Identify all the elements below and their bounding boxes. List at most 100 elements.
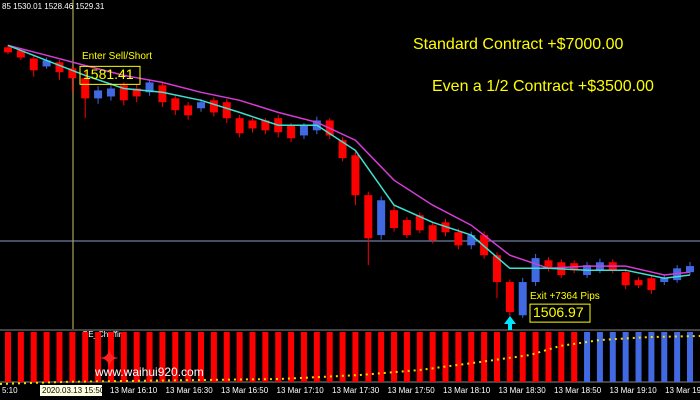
- x-tick-label: 2020.03.13 15:50: [42, 386, 105, 395]
- x-tick-label: 13 Mar 18:10: [443, 386, 491, 395]
- x-tick-label: 13 Mar 16:10: [110, 386, 158, 395]
- candle-body: [351, 155, 360, 196]
- entry-label: Enter Sell/Short: [82, 51, 152, 62]
- signal-stripe: [596, 332, 603, 382]
- candle-body: [197, 102, 206, 109]
- time-highlight: [40, 385, 102, 396]
- signal-stripe: [56, 332, 63, 382]
- signal-stripe: [648, 332, 655, 382]
- note: Standard Contract +$7000.00: [413, 36, 623, 53]
- candle-body: [377, 200, 386, 236]
- candle-body: [338, 140, 347, 159]
- moving-average: [7, 44, 691, 279]
- signal-stripe: [30, 332, 37, 382]
- exit-label: Exit +7364 Pips: [530, 291, 600, 302]
- signal-stripe: [69, 332, 76, 382]
- indicator-line: [0, 335, 700, 385]
- watermark-logo: ✦: [100, 346, 118, 371]
- signal-stripe: [300, 332, 307, 382]
- signal-stripe: [416, 332, 423, 382]
- signal-stripe: [622, 332, 629, 382]
- ohlc-header: 85 1530.01 1528.46 1529.31: [2, 2, 105, 11]
- signal-stripe: [82, 332, 89, 382]
- signal-stripe: [326, 332, 333, 382]
- candle-body: [467, 235, 476, 246]
- candle-body: [4, 47, 12, 53]
- signal-stripe: [159, 332, 166, 382]
- price-box: [79, 65, 141, 85]
- candle-body: [518, 282, 527, 316]
- signal-stripe: [545, 332, 552, 382]
- candle-body: [287, 125, 296, 139]
- moving-average: [7, 44, 691, 276]
- signal-stripe: [481, 332, 488, 382]
- signal-stripe: [95, 332, 102, 382]
- signal-stripe: [661, 332, 668, 382]
- watermark: www.waihui920.com: [94, 365, 204, 379]
- candle-body: [16, 50, 25, 58]
- candle-body: [634, 280, 643, 286]
- signal-stripe: [133, 332, 140, 382]
- signal-stripe: [262, 332, 269, 382]
- signal-stripe: [313, 332, 320, 382]
- entry-price: 1581.41: [83, 66, 134, 82]
- signal-stripe: [236, 332, 243, 382]
- signal-stripe: [210, 332, 217, 382]
- x-tick-label: 13 Mar 19:10: [610, 386, 658, 395]
- signal-stripe: [120, 332, 127, 382]
- x-tick-label: 13 Mar 17:30: [332, 386, 380, 395]
- candle-body: [454, 232, 463, 246]
- signal-stripe: [558, 332, 565, 382]
- signal-stripe: [403, 332, 410, 382]
- signal-stripe: [339, 332, 346, 382]
- signal-stripe: [107, 332, 114, 382]
- candle-body: [299, 125, 308, 136]
- signal-stripe: [5, 332, 11, 382]
- signal-stripe: [391, 332, 398, 382]
- candle-body: [261, 120, 270, 131]
- candle-body: [29, 58, 38, 71]
- signal-stripe: [223, 332, 230, 382]
- candle-body: [235, 118, 244, 134]
- candle-body: [132, 88, 141, 97]
- candle-body: [531, 258, 540, 283]
- exit-price: 1506.97: [533, 304, 584, 320]
- signal-stripe: [198, 332, 205, 382]
- signal-stripe: [442, 332, 449, 382]
- signal-stripe: [674, 332, 681, 382]
- signal-stripe: [584, 332, 591, 382]
- candle-body: [390, 210, 399, 229]
- candle-body: [94, 90, 103, 99]
- candle-body: [505, 282, 514, 313]
- signal-stripe: [378, 332, 385, 382]
- candle-body: [222, 102, 231, 119]
- candle-body: [647, 278, 656, 291]
- x-tick-label: 5:10: [2, 386, 18, 395]
- candle-body: [686, 266, 694, 273]
- signal-stripe: [571, 332, 578, 382]
- signal-stripe: [43, 332, 50, 382]
- signal-stripe: [352, 332, 359, 382]
- candle-body: [492, 255, 501, 283]
- candle-body: [42, 60, 51, 67]
- signal-stripe: [365, 332, 372, 382]
- candle-body: [402, 220, 411, 236]
- x-tick-label: 13 Mar 18:50: [554, 386, 602, 395]
- candle-body: [81, 78, 90, 99]
- candle-body: [184, 105, 193, 116]
- candle-body: [68, 68, 77, 79]
- note: Even a 1/2 Contract +$3500.00: [432, 78, 654, 95]
- signal-stripe: [687, 332, 693, 382]
- candle-body: [428, 225, 437, 241]
- x-tick-label: 13 Mar 17:10: [277, 386, 325, 395]
- candle-body: [248, 120, 257, 129]
- exit-arrow: [504, 316, 516, 330]
- signal-stripe: [146, 332, 153, 382]
- signal-stripe: [429, 332, 436, 382]
- candle-body: [145, 82, 154, 93]
- signal-stripe: [468, 332, 475, 382]
- candle-body: [364, 195, 373, 239]
- candle-body: [480, 235, 489, 256]
- candle-body: [119, 85, 128, 101]
